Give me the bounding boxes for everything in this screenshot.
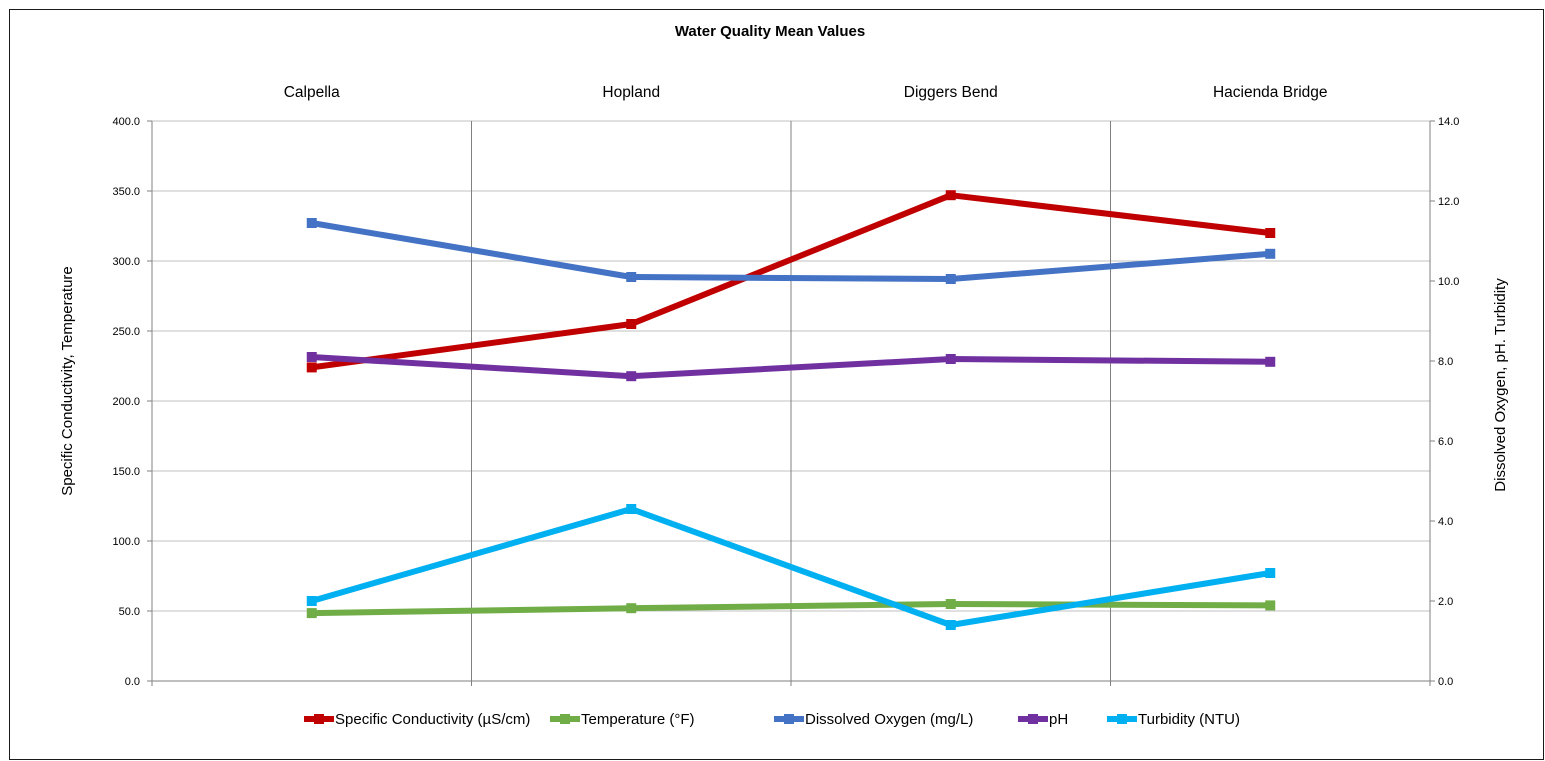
data-point-specific-conductivity-s-cm <box>306 362 317 373</box>
data-point-dissolved-oxygen-mg-l <box>1265 248 1276 259</box>
category-label: Hopland <box>602 84 660 101</box>
data-point-specific-conductivity-s-cm <box>1265 228 1276 238</box>
series-line-temperature-f <box>311 601 1271 617</box>
category-label: Calpella <box>284 84 340 101</box>
right-tick-label: 12.0 <box>1438 196 1459 208</box>
category-label: Hacienda Bridge <box>1213 84 1328 101</box>
category-label: Diggers Bend <box>904 84 998 101</box>
legend-label: Specific Conductivity (µS/cm) <box>335 711 530 728</box>
series-line-dissolved-oxygen-mg-l <box>311 220 1271 282</box>
right-tick-label: 4.0 <box>1438 516 1453 528</box>
data-point-temperature-f <box>945 599 956 609</box>
series-line-specific-conductivity-s-cm <box>311 192 1271 371</box>
chart-frame <box>9 9 1544 760</box>
right-tick-label: 2.0 <box>1438 596 1453 608</box>
series-line-ph <box>311 354 1271 380</box>
series-lines <box>306 190 1276 630</box>
left-tick-label: 300.0 <box>112 256 140 268</box>
left-tick-label: 0.0 <box>125 676 140 688</box>
legend-label: Temperature (°F) <box>581 711 695 728</box>
left-tick-label: 100.0 <box>112 536 140 548</box>
legend-label: Turbidity (NTU) <box>1138 711 1240 728</box>
data-point-dissolved-oxygen-mg-l <box>306 218 317 228</box>
left-tick-label: 400.0 <box>112 116 140 128</box>
data-point-temperature-f <box>1265 600 1276 611</box>
data-point-temperature-f <box>306 608 317 619</box>
data-point-turbidity-ntu <box>1265 568 1276 578</box>
left-axis-ticks: 0.0 50.0 100.0 150.0 200.0 250.0 300.0 350.0 400… <box>112 116 152 688</box>
data-point-ph <box>1265 356 1276 367</box>
data-point-turbidity-ntu <box>306 596 317 606</box>
legend-marker <box>314 714 324 724</box>
left-tick-label: 350.0 <box>112 186 140 198</box>
right-tick-label: 6.0 <box>1438 436 1453 448</box>
legend-marker <box>560 714 570 724</box>
right-tick-label: 0.0 <box>1438 676 1453 688</box>
category-labels: Calpella Hopland Diggers Bend Hacienda Brid… <box>284 84 1328 101</box>
data-point-turbidity-ntu <box>945 620 956 630</box>
right-tick-label: 14.0 <box>1438 116 1459 128</box>
legend-label: Dissolved Oxygen (mg/L) <box>805 711 973 728</box>
data-point-turbidity-ntu <box>626 504 637 514</box>
legend-marker <box>784 714 794 724</box>
data-point-temperature-f <box>626 603 637 614</box>
right-tick-label: 8.0 <box>1438 356 1453 368</box>
data-point-ph <box>306 352 317 362</box>
legend: Specific Conductivity (µS/cm) Temperature… <box>304 711 1240 728</box>
legend-marker <box>1028 714 1038 724</box>
left-tick-label: 200.0 <box>112 396 140 408</box>
data-point-specific-conductivity-s-cm <box>945 190 956 201</box>
legend-label: pH <box>1049 711 1068 728</box>
gridlines <box>151 120 1431 686</box>
left-tick-label: 50.0 <box>119 606 140 618</box>
legend-marker <box>1117 714 1127 724</box>
data-point-ph <box>626 371 637 382</box>
data-point-dissolved-oxygen-mg-l <box>945 274 956 284</box>
series-line-turbidity-ntu <box>310 506 1271 628</box>
left-tick-label: 150.0 <box>112 466 140 478</box>
left-tick-label: 250.0 <box>112 326 140 338</box>
chart-title: Water Quality Mean Values <box>675 23 865 40</box>
left-axis-title: Specific Conductivity, Temperature <box>59 266 76 496</box>
right-axis-ticks: 0.0 2.0 4.0 6.0 8.0 10.0 12.0 14.0 <box>1430 116 1459 688</box>
data-point-dissolved-oxygen-mg-l <box>626 272 637 282</box>
right-tick-label: 10.0 <box>1438 276 1459 288</box>
right-axis-title: Dissolved Oxygen, pH. Turbidity <box>1492 278 1509 492</box>
data-point-specific-conductivity-s-cm <box>626 319 637 329</box>
data-point-ph <box>945 354 956 364</box>
